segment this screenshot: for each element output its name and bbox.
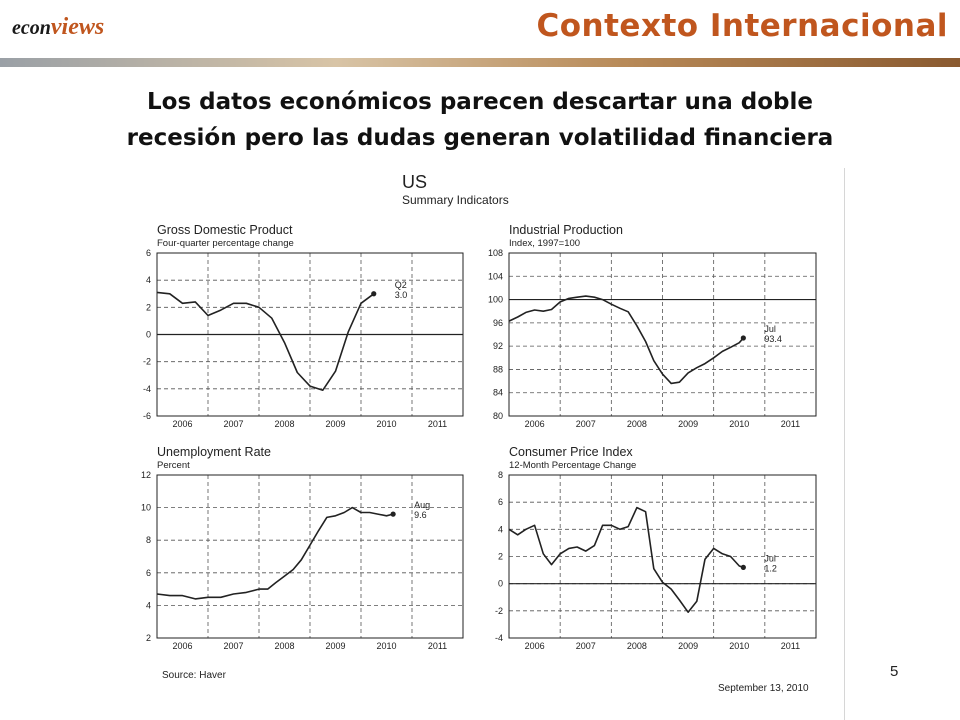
chart-1-x-tick-label: 2011 (428, 419, 447, 429)
chart-3-title: Unemployment Rate (157, 445, 271, 459)
chart-4-y-tick-label: 8 (498, 470, 503, 480)
chart-1-last-point (371, 291, 377, 297)
chart-4-y-tick-label: -4 (495, 633, 503, 643)
chart-2-x-tick-label: 2010 (729, 419, 749, 429)
chart-2-y-tick-label: 88 (493, 364, 503, 374)
chart-1-y-tick-label: 4 (146, 275, 151, 285)
page-number: 5 (890, 663, 899, 680)
chart-4-x-tick-label: 2006 (525, 641, 545, 651)
chart-1-y-tick-label: -6 (143, 411, 151, 421)
chart-1-frame (156, 252, 464, 417)
chart-3-x-tick-label: 2007 (223, 641, 243, 651)
chart-4-x-tick-label: 2008 (627, 641, 647, 651)
chart-3-x-tick-label: 2011 (428, 641, 447, 651)
chart-1-annotation-period: Q2 (395, 280, 407, 290)
chart-4-x-tick-label: 2011 (781, 641, 800, 651)
chart-2-annotation-period: Jul (764, 324, 776, 334)
chart-2-y-tick-label: 96 (493, 318, 503, 328)
chart-4-y-tick-label: 0 (498, 579, 503, 589)
chart-4-y-tick-label: 4 (498, 524, 503, 534)
chart-3-y-tick-label: 4 (146, 600, 151, 610)
chart-4-frame (508, 474, 817, 639)
slide-title: Contexto Internacional (536, 8, 948, 44)
chart-4-annotation-value: 1.2 (764, 563, 777, 573)
chart-2-x-tick-label: 2008 (627, 419, 647, 429)
chart-4-title: Consumer Price Index (509, 445, 633, 459)
chart-2-subtitle: Index, 1997=100 (509, 238, 580, 249)
chart-2-y-tick-label: 92 (493, 341, 503, 351)
chart-3-annotation-period: Aug (414, 500, 430, 510)
chart-2-title: Industrial Production (509, 223, 623, 237)
chart-1-x-tick-label: 2007 (223, 419, 243, 429)
chart-2-x-tick-label: 2009 (678, 419, 698, 429)
chart-3-series-line (156, 506, 394, 600)
chart-1-y-tick-label: -4 (143, 384, 151, 394)
econviews-logo: econviews (12, 14, 104, 41)
chart-3-last-point (390, 511, 396, 517)
chart-2-y-tick-label: 104 (488, 271, 503, 281)
figure-date: September 13, 2010 (718, 683, 809, 694)
figure-panel (120, 168, 845, 720)
chart-4-x-tick-label: 2009 (678, 641, 698, 651)
subtitle-line-1: Los datos económicos parecen descartar u… (147, 89, 813, 115)
chart-2-x-tick-label: 2011 (781, 419, 800, 429)
logo-prefix: econ (12, 17, 51, 39)
chart-2-annotation-value: 93.4 (764, 334, 782, 344)
chart-4-x-tick-label: 2010 (729, 641, 749, 651)
chart-4-subtitle: 12-Month Percentage Change (509, 460, 636, 471)
slide-subtitle: Los datos económicos parecen descartar u… (0, 84, 960, 156)
chart-3-subtitle: Percent (157, 460, 190, 471)
chart-1-y-tick-label: 0 (146, 330, 151, 340)
chart-2-frame (508, 252, 817, 417)
header-divider (0, 58, 960, 67)
chart-4-series-line (508, 506, 744, 614)
source-note: Source: Haver (162, 670, 226, 681)
chart-2-last-point (740, 335, 746, 341)
chart-2-y-tick-label: 108 (488, 248, 503, 258)
chart-3-annotation-value: 9.6 (414, 510, 427, 520)
figure-title: US (402, 172, 428, 192)
chart-1-subtitle: Four-quarter percentage change (157, 238, 294, 249)
logo-suffix: views (50, 14, 105, 40)
chart-3-y-tick-label: 2 (146, 633, 151, 643)
chart-4-annotation-period: Jul (764, 553, 776, 563)
chart-1-x-tick-label: 2008 (274, 419, 294, 429)
figure-subtitle: Summary Indicators (402, 193, 509, 207)
chart-1-y-tick-label: 6 (146, 248, 151, 258)
chart-1-title: Gross Domestic Product (157, 223, 293, 237)
chart-2-x-tick-label: 2006 (525, 419, 545, 429)
chart-3-y-tick-label: 10 (141, 503, 151, 513)
chart-4-y-tick-label: 2 (498, 552, 503, 562)
chart-3-y-tick-label: 6 (146, 568, 151, 578)
chart-3-frame (156, 474, 464, 639)
chart-1-y-tick-label: 2 (146, 302, 151, 312)
chart-4-y-tick-label: 6 (498, 497, 503, 507)
chart-3-x-tick-label: 2008 (274, 641, 294, 651)
chart-4-last-point (740, 564, 746, 570)
chart-2-y-tick-label: 100 (488, 295, 503, 305)
chart-1-x-tick-label: 2010 (376, 419, 396, 429)
chart-1-series-line (156, 291, 375, 392)
chart-2-y-tick-label: 80 (493, 411, 503, 421)
chart-1-annotation-value: 3.0 (395, 290, 408, 300)
chart-1-x-tick-label: 2009 (325, 419, 345, 429)
chart-3-y-tick-label: 8 (146, 535, 151, 545)
chart-1-y-tick-label: -2 (143, 357, 151, 367)
chart-2-y-tick-label: 84 (493, 388, 503, 398)
chart-2-series-line (508, 295, 744, 385)
chart-2-x-tick-label: 2007 (576, 419, 596, 429)
chart-3-x-tick-label: 2006 (172, 641, 192, 651)
chart-4-x-tick-label: 2007 (576, 641, 596, 651)
chart-3-y-tick-label: 12 (141, 470, 151, 480)
chart-3-x-tick-label: 2010 (376, 641, 396, 651)
chart-3-x-tick-label: 2009 (325, 641, 345, 651)
chart-4-y-tick-label: -2 (495, 606, 503, 616)
chart-1-x-tick-label: 2006 (172, 419, 192, 429)
subtitle-line-2: recesión pero las dudas generan volatili… (126, 125, 834, 151)
